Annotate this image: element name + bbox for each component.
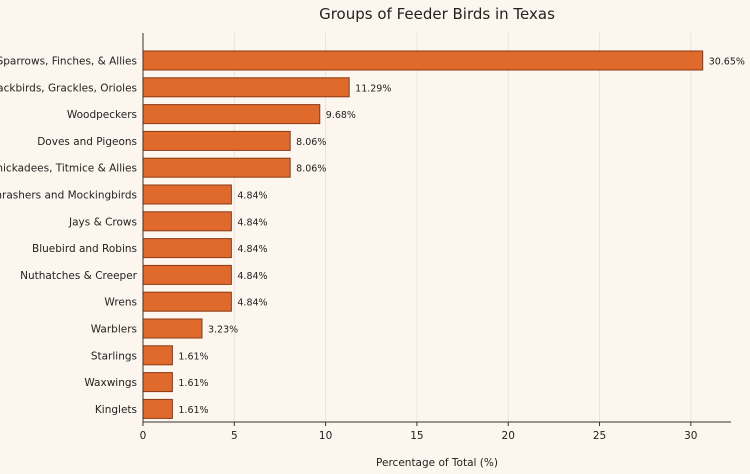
category-label: Sparrows, Finches, & Allies [0,56,137,68]
grid-lines [233,33,692,422]
bar [142,157,291,178]
bars [142,50,704,419]
category-label: Blackbirds, Grackles, Orioles [0,82,137,94]
bar [142,291,232,312]
value-label: 4.84% [237,217,267,228]
axes [142,33,731,423]
value-label: 4.84% [237,191,267,202]
x-tick-label: 5 [231,430,238,442]
bar [142,345,173,366]
category-label: Waxwings [84,377,137,389]
value-label: 1.61% [178,351,208,362]
x-axis-label: Percentage of Total (%) [376,457,498,469]
x-ticks: 0 5 10 15 20 25 30 [140,422,698,442]
category-label: Doves and Pigeons [37,136,137,148]
bar [142,238,232,259]
category-label: Starlings [91,350,137,362]
value-label: 8.06% [296,137,326,148]
category-label: Jays & Crows [68,216,137,228]
value-label: 1.61% [178,405,208,416]
value-label: 9.68% [326,110,356,121]
chart-title: Groups of Feeder Birds in Texas [319,5,555,23]
value-label: 3.23% [208,325,238,336]
x-tick-label: 30 [684,430,697,442]
x-tick-label: 0 [140,430,147,442]
x-tick-label: 25 [593,430,606,442]
bar [142,130,291,151]
bar [142,372,173,393]
category-labels: Sparrows, Finches, & Allies Blackbirds, G… [0,56,138,416]
category-label: Woodpeckers [67,109,137,121]
value-label: 4.84% [237,271,267,282]
value-labels: 30.65% 11.29% 9.68% 8.06% 8.06% 4.84% 4.84% 4.8… [178,57,745,416]
category-label: Thrashers and Mockingbirds [0,190,137,202]
value-label: 8.06% [296,164,326,175]
value-label: 1.61% [178,378,208,389]
category-label: Warblers [91,324,137,336]
category-label: Bluebird and Robins [32,243,137,255]
bar [142,211,232,232]
bar [142,184,232,205]
value-label: 4.84% [237,298,267,309]
bar [142,398,173,419]
category-label: Wrens [104,297,137,309]
value-label: 4.84% [237,244,267,255]
category-label: Chickadees, Titmice & Allies [0,163,137,175]
x-tick-label: 15 [410,430,423,442]
x-tick-label: 20 [502,430,515,442]
category-label: Kinglets [95,404,137,416]
category-label: Nuthatches & Creeper [20,270,138,282]
bar [142,50,704,71]
x-tick-label: 10 [319,430,332,442]
bar [142,318,203,339]
value-label: 30.65% [709,57,745,68]
bar [142,264,232,285]
bar [142,77,350,98]
bar [142,104,321,125]
value-label: 11.29% [355,83,391,94]
